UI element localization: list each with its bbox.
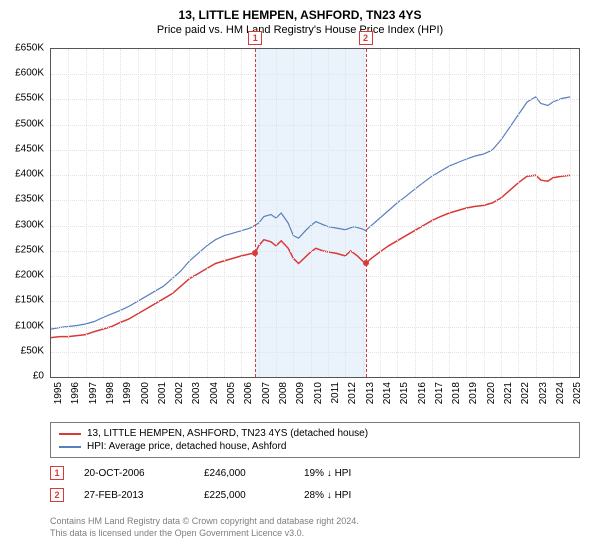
x-axis-labels: 1995199619971998199920002001200220032004…	[50, 380, 580, 420]
gridline-vertical	[172, 49, 173, 377]
gridline-vertical	[501, 49, 502, 377]
y-tick-label: £250K	[15, 244, 44, 255]
y-tick-label: £100K	[15, 320, 44, 331]
gridline-vertical	[224, 49, 225, 377]
gridline-vertical	[466, 49, 467, 377]
gridline-vertical	[484, 49, 485, 377]
gridline-horizontal	[51, 99, 579, 100]
y-tick-label: £200K	[15, 270, 44, 281]
gridline-horizontal	[51, 175, 579, 176]
gridline-vertical	[415, 49, 416, 377]
gridline-horizontal	[51, 251, 579, 252]
gridline-vertical	[570, 49, 571, 377]
y-axis-labels: £0£50K£100K£150K£200K£250K£300K£350K£400…	[0, 48, 48, 378]
gridline-horizontal	[51, 74, 579, 75]
gridline-vertical	[380, 49, 381, 377]
event-marker-line	[255, 49, 256, 377]
legend-item: 13, LITTLE HEMPEN, ASHFORD, TN23 4YS (de…	[59, 427, 571, 440]
gridline-vertical	[207, 49, 208, 377]
transaction-price: £246,000	[204, 468, 294, 479]
y-tick-label: £0	[33, 371, 44, 382]
y-tick-label: £350K	[15, 194, 44, 205]
chart-title: 13, LITTLE HEMPEN, ASHFORD, TN23 4YS	[0, 0, 600, 22]
gridline-vertical	[120, 49, 121, 377]
footer-attribution: Contains HM Land Registry data © Crown c…	[50, 516, 580, 539]
gridline-vertical	[155, 49, 156, 377]
gridline-vertical	[138, 49, 139, 377]
gridline-vertical	[449, 49, 450, 377]
data-point	[252, 250, 258, 256]
y-tick-label: £500K	[15, 118, 44, 129]
gridline-vertical	[345, 49, 346, 377]
gridline-vertical	[68, 49, 69, 377]
transaction-row: 1 20-OCT-2006 £246,000 19% ↓ HPI	[50, 462, 580, 484]
transaction-marker: 2	[50, 488, 64, 502]
transaction-date: 20-OCT-2006	[74, 468, 194, 479]
gridline-vertical	[536, 49, 537, 377]
transaction-row: 2 27-FEB-2013 £225,000 28% ↓ HPI	[50, 484, 580, 506]
gridline-vertical	[259, 49, 260, 377]
transactions-table: 1 20-OCT-2006 £246,000 19% ↓ HPI 2 27-FEB-201…	[50, 462, 580, 506]
y-tick-label: £650K	[15, 43, 44, 54]
gridline-horizontal	[51, 327, 579, 328]
transaction-marker: 1	[50, 466, 64, 480]
gridline-vertical	[311, 49, 312, 377]
line-series-svg	[51, 49, 579, 377]
transaction-date: 27-FEB-2013	[74, 490, 194, 501]
gridline-vertical	[293, 49, 294, 377]
gridline-vertical	[363, 49, 364, 377]
gridline-horizontal	[51, 226, 579, 227]
footer-line1: Contains HM Land Registry data © Crown c…	[50, 516, 580, 528]
x-tick-label: 2025	[572, 382, 600, 404]
gridline-vertical	[553, 49, 554, 377]
y-tick-label: £150K	[15, 295, 44, 306]
event-marker-line	[366, 49, 367, 377]
legend-swatch	[59, 446, 81, 448]
transaction-price: £225,000	[204, 490, 294, 501]
gridline-horizontal	[51, 301, 579, 302]
gridline-vertical	[397, 49, 398, 377]
y-tick-label: £550K	[15, 93, 44, 104]
gridline-vertical	[328, 49, 329, 377]
gridline-horizontal	[51, 352, 579, 353]
event-marker-label: 1	[248, 31, 262, 45]
gridline-vertical	[518, 49, 519, 377]
legend-label: HPI: Average price, detached house, Ashf…	[87, 441, 286, 452]
transaction-delta: 28% ↓ HPI	[304, 490, 424, 501]
chart-subtitle: Price paid vs. HM Land Registry's House …	[0, 22, 600, 40]
event-marker-label: 2	[359, 31, 373, 45]
transaction-delta: 19% ↓ HPI	[304, 468, 424, 479]
data-point	[363, 260, 369, 266]
gridline-vertical	[241, 49, 242, 377]
legend: 13, LITTLE HEMPEN, ASHFORD, TN23 4YS (de…	[50, 422, 580, 458]
footer-line2: This data is licensed under the Open Gov…	[50, 528, 580, 540]
gridline-vertical	[189, 49, 190, 377]
gridline-horizontal	[51, 276, 579, 277]
y-tick-label: £400K	[15, 169, 44, 180]
y-tick-label: £300K	[15, 219, 44, 230]
gridline-horizontal	[51, 200, 579, 201]
y-tick-label: £450K	[15, 143, 44, 154]
gridline-horizontal	[51, 150, 579, 151]
legend-label: 13, LITTLE HEMPEN, ASHFORD, TN23 4YS (de…	[87, 428, 368, 439]
gridline-vertical	[103, 49, 104, 377]
plot-area: 12	[50, 48, 580, 378]
gridline-vertical	[276, 49, 277, 377]
gridline-horizontal	[51, 125, 579, 126]
gridline-vertical	[432, 49, 433, 377]
y-tick-label: £50K	[21, 345, 44, 356]
gridline-vertical	[86, 49, 87, 377]
y-tick-label: £600K	[15, 68, 44, 79]
legend-item: HPI: Average price, detached house, Ashf…	[59, 440, 571, 453]
chart-container: { "title": "13, LITTLE HEMPEN, ASHFORD, …	[0, 0, 600, 560]
legend-swatch	[59, 433, 81, 435]
